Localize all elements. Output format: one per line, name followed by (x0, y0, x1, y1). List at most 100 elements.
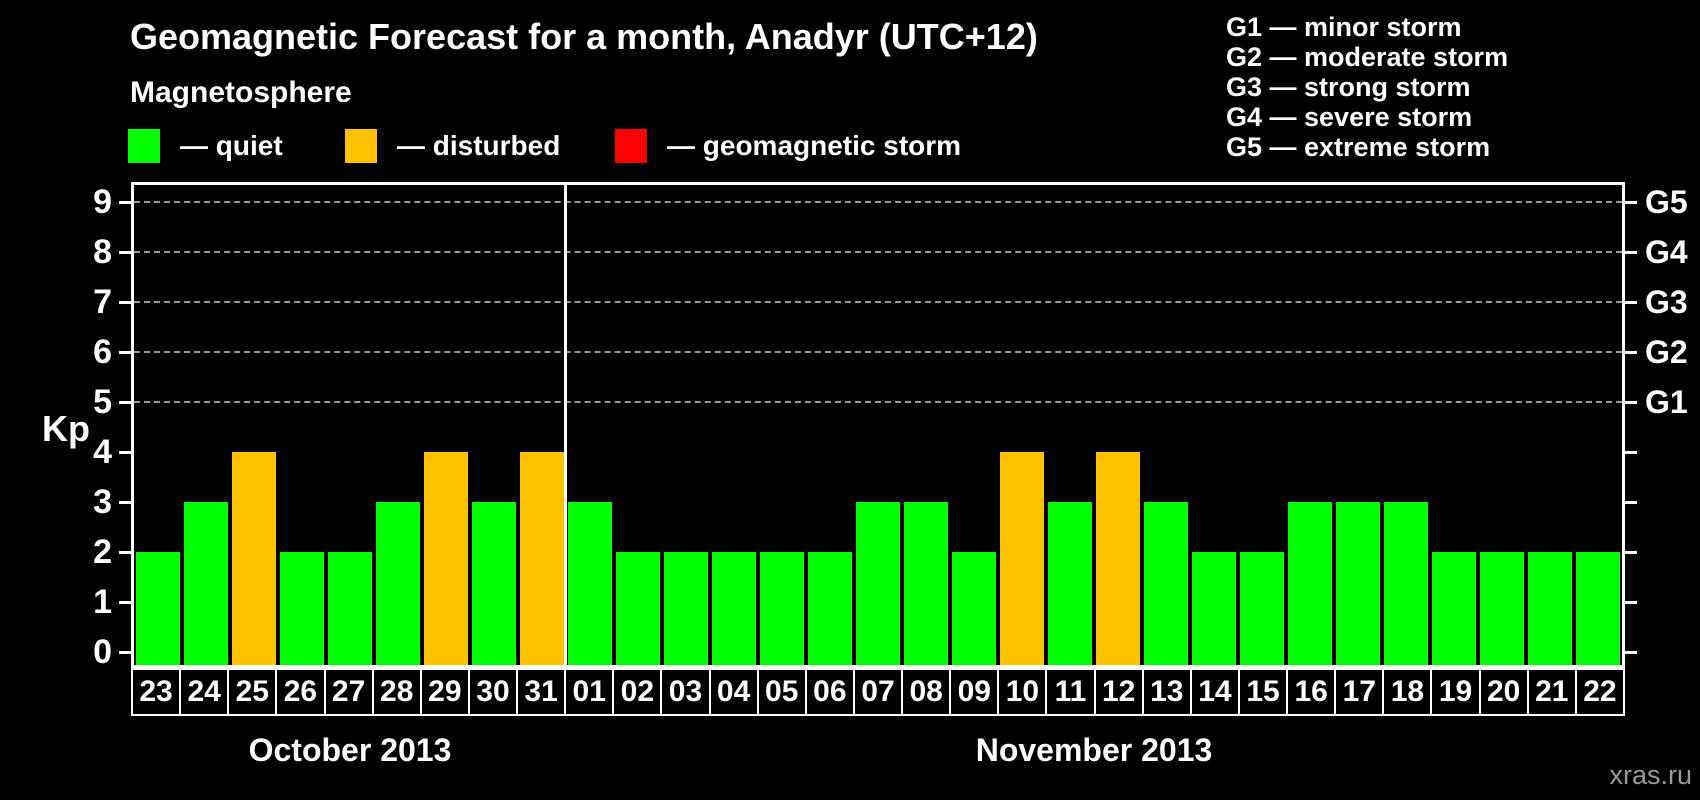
day-label-22: 22 (1576, 670, 1623, 714)
day-label-06: 06 (806, 670, 853, 714)
legend-label-storm: — geomagnetic storm (667, 130, 962, 161)
kp-tick-label-7: 7 (93, 283, 112, 321)
kp-tick-8 (119, 251, 131, 254)
kp-bar-day-04 (712, 552, 756, 665)
g-axis-label-g5: G5 (1645, 184, 1688, 220)
legend-item-storm: — geomagnetic storm (615, 128, 961, 164)
gridline-kp-8 (134, 251, 1622, 253)
day-label-17: 17 (1336, 670, 1383, 714)
kp-bar-day-12 (1096, 452, 1140, 665)
day-label-11: 11 (1047, 670, 1094, 714)
kp-bar-day-03 (664, 552, 708, 665)
day-label-02: 02 (614, 670, 661, 714)
kp-bar-day-27 (328, 552, 372, 665)
day-label-12: 12 (1095, 670, 1142, 714)
kp-bar-day-14 (1192, 552, 1236, 665)
kp-tick-label-4: 4 (93, 433, 112, 471)
day-label-29: 29 (421, 670, 468, 714)
kp-bar-day-09 (952, 552, 996, 665)
gridline-kp-5 (134, 401, 1622, 403)
day-label-03: 03 (662, 670, 709, 714)
kp-bar-day-08 (904, 502, 948, 665)
kp-tick-9 (119, 201, 131, 204)
g-legend-line-5: G5 — extreme storm (1226, 132, 1491, 162)
kp-bar-day-25 (232, 452, 276, 665)
day-label-19: 19 (1432, 670, 1479, 714)
kp-tick-4 (119, 451, 131, 454)
month-label-october: October 2013 (248, 732, 452, 768)
kp-bar-day-17 (1336, 502, 1380, 665)
day-label-21: 21 (1528, 670, 1575, 714)
g-tick-5 (1625, 401, 1637, 404)
day-label-13: 13 (1143, 670, 1190, 714)
kp-bar-day-30 (472, 502, 516, 665)
gridline-kp-9 (134, 201, 1622, 203)
day-label-30: 30 (469, 670, 517, 714)
watermark-xras-ru: xras.ru (1609, 760, 1692, 790)
g-axis-label-g2: G2 (1645, 334, 1688, 370)
kp-tick-label-3: 3 (93, 483, 112, 521)
legend-label-disturbed: — disturbed (397, 130, 561, 161)
day-label-18: 18 (1384, 670, 1431, 714)
g-tick-4 (1625, 451, 1637, 454)
kp-tick-2 (119, 551, 131, 554)
legend-swatch-storm (615, 129, 647, 163)
day-label-24: 24 (181, 670, 228, 714)
kp-bar-day-26 (280, 552, 324, 665)
legend-swatch-disturbed (345, 129, 377, 163)
kp-bar-day-24 (184, 502, 228, 665)
g-tick-6 (1625, 351, 1637, 354)
kp-bar-day-05 (760, 552, 804, 665)
kp-bar-day-01 (568, 502, 612, 665)
month-label-november: November 2013 (975, 732, 1213, 768)
kp-tick-6 (119, 351, 131, 354)
kp-tick-label-0: 0 (93, 633, 112, 671)
kp-tick-label-8: 8 (93, 233, 112, 271)
day-label-20: 20 (1480, 670, 1527, 714)
kp-bar-day-31 (520, 452, 564, 665)
kp-tick-7 (119, 301, 131, 304)
day-axis-row: 23 24 25 26 27 28 29 30 31 01 02 03 04 05 06 07 08 09 10 11… (131, 668, 1625, 716)
kp-bar-day-28 (376, 502, 420, 665)
day-label-01: 01 (566, 670, 613, 714)
g-legend-line-4: G4 — severe storm (1226, 102, 1473, 132)
g-tick-8 (1625, 251, 1637, 254)
day-label-28: 28 (373, 670, 420, 714)
chart-title: Geomagnetic Forecast for a month, Anadyr… (130, 16, 1038, 57)
kp-bar-day-15 (1240, 552, 1284, 665)
kp-bar-day-22 (1576, 552, 1620, 665)
kp-bar-day-20 (1480, 552, 1524, 665)
g-tick-9 (1625, 201, 1637, 204)
legend-label-quiet: — quiet (180, 130, 283, 161)
g-tick-3 (1625, 501, 1637, 504)
day-label-15: 15 (1239, 670, 1287, 714)
day-label-31: 31 (518, 670, 565, 714)
kp-tick-label-9: 9 (93, 183, 112, 221)
kp-bar-day-16 (1288, 502, 1332, 665)
day-label-14: 14 (1191, 670, 1238, 714)
day-label-26: 26 (277, 670, 324, 714)
month-divider (564, 185, 567, 665)
kp-tick-label-2: 2 (93, 533, 112, 571)
kp-bar-day-11 (1048, 502, 1092, 665)
day-label-04: 04 (710, 670, 757, 714)
g-axis-label-g4: G4 (1645, 234, 1688, 270)
g-tick-7 (1625, 301, 1637, 304)
kp-tick-label-6: 6 (93, 333, 112, 371)
g-axis-label-g1: G1 (1645, 384, 1688, 420)
kp-bar-day-02 (616, 552, 660, 665)
g-legend-line-3: G3 — strong storm (1226, 72, 1471, 102)
kp-bar-day-29 (424, 452, 468, 665)
day-label-07: 07 (854, 670, 902, 714)
kp-bar-day-06 (808, 552, 852, 665)
kp-tick-label-1: 1 (93, 583, 112, 621)
kp-bar-day-10 (1000, 452, 1044, 665)
day-label-16: 16 (1288, 670, 1335, 714)
g-axis-label-g3: G3 (1645, 284, 1688, 320)
g-legend-line-1: G1 — minor storm (1226, 12, 1462, 42)
g-tick-1 (1625, 601, 1637, 604)
gridline-kp-7 (134, 301, 1622, 303)
plot-area (131, 182, 1625, 668)
day-label-10: 10 (999, 670, 1046, 714)
day-label-05: 05 (758, 670, 805, 714)
